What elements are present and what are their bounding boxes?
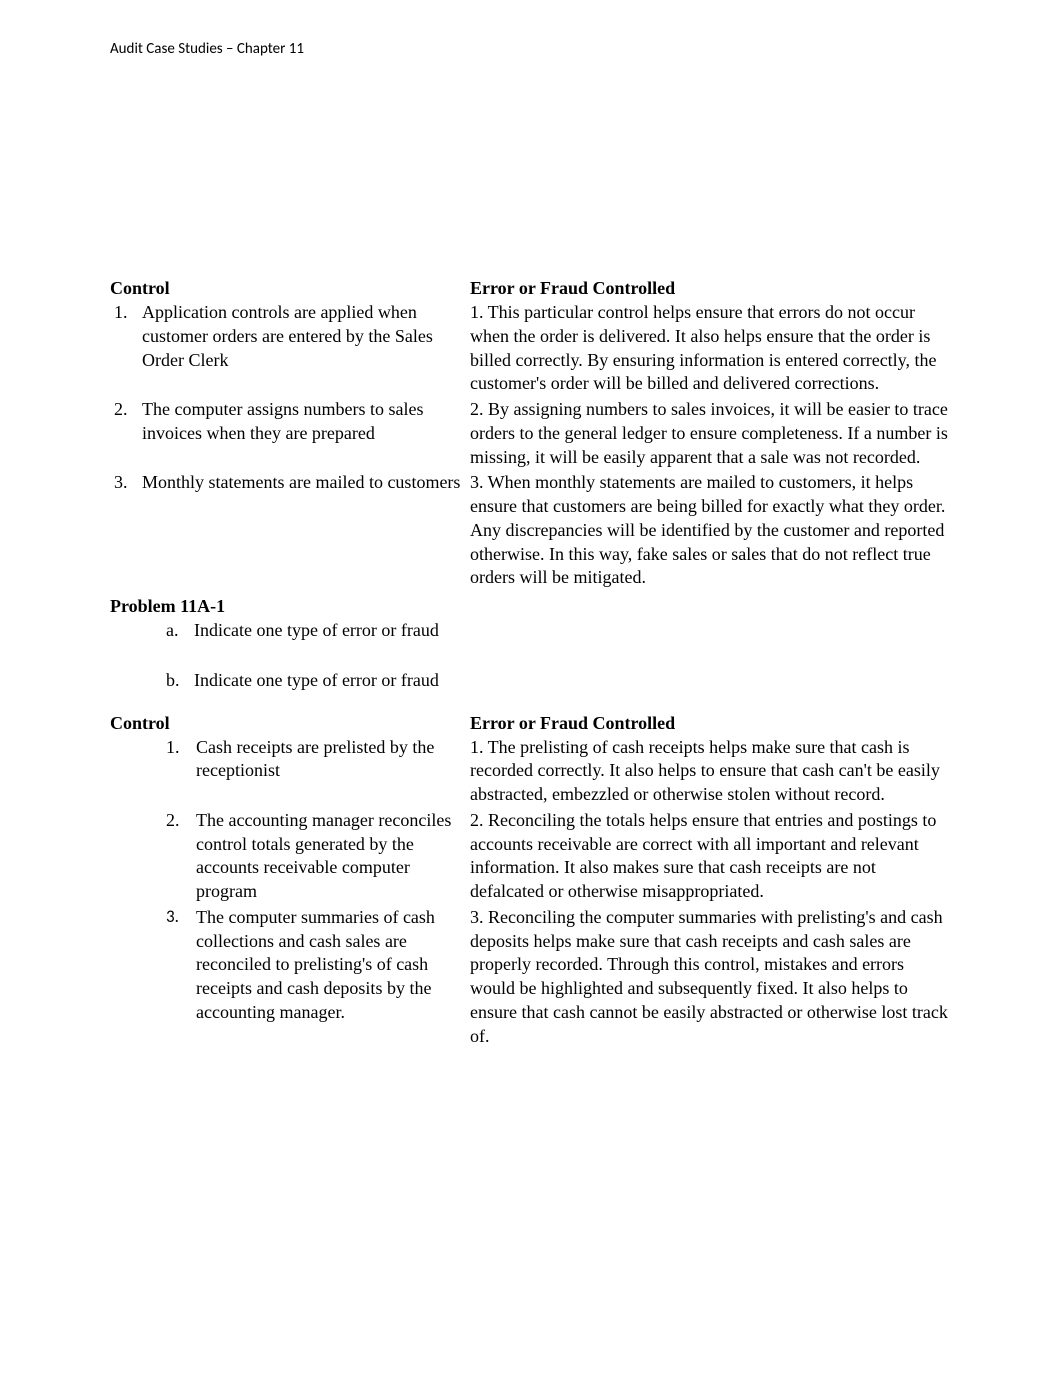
error-text: 1. This particular control helps ensure …: [470, 301, 952, 396]
table-row: 2. The accounting manager reconciles con…: [110, 809, 952, 904]
sub-item-a: a. Indicate one type of error or fraud: [166, 619, 952, 643]
list-item: 1. Cash receipts are prelisted by the re…: [110, 736, 462, 784]
problem-heading: Problem 11A-1: [110, 596, 952, 617]
sub-text: Indicate one type of error or fraud: [194, 669, 439, 693]
table2-header-control: Control: [110, 713, 470, 734]
error-text: 1. The prelisting of cash receipts helps…: [470, 736, 952, 807]
table1-header-control: Control: [110, 278, 470, 299]
list-item: 3. The computer summaries of cash collec…: [110, 906, 462, 1025]
list-item: 2. The accounting manager reconciles con…: [110, 809, 462, 904]
error-text: 2. Reconciling the totals helps ensure t…: [470, 809, 952, 904]
list-number: 3.: [166, 906, 196, 1025]
control-text: Application controls are applied when cu…: [142, 301, 462, 372]
document-page: Audit Case Studies – Chapter 11 Control …: [0, 0, 1062, 1110]
sub-item-b: b. Indicate one type of error or fraud: [166, 669, 952, 693]
control-text: The accounting manager reconciles contro…: [196, 809, 462, 904]
table-row: 1. Cash receipts are prelisted by the re…: [110, 736, 952, 807]
table-row: 3. The computer summaries of cash collec…: [110, 906, 952, 1049]
table1-header-row: Control Error or Fraud Controlled: [110, 278, 952, 299]
error-text: 2. By assigning numbers to sales invoice…: [470, 398, 952, 469]
sub-text: Indicate one type of error or fraud: [194, 619, 439, 643]
sub-letter: a.: [166, 619, 194, 643]
header-text: Audit Case Studies – Chapter 11: [110, 40, 304, 58]
table-row: 1. Application controls are applied when…: [110, 301, 952, 396]
list-number: 2.: [166, 809, 196, 904]
page-header: Audit Case Studies – Chapter 11: [110, 40, 952, 58]
sub-letter: b.: [166, 669, 194, 693]
list-item: 3. Monthly statements are mailed to cust…: [110, 471, 462, 495]
list-number: 3.: [110, 471, 142, 495]
list-number: 1.: [110, 301, 142, 372]
control-text: Cash receipts are prelisted by the recep…: [196, 736, 462, 784]
error-text: 3. When monthly statements are mailed to…: [470, 471, 952, 590]
list-item: 1. Application controls are applied when…: [110, 301, 462, 372]
control-text: Monthly statements are mailed to custome…: [142, 471, 462, 495]
table-row: 3. Monthly statements are mailed to cust…: [110, 471, 952, 590]
table-row: 2. The computer assigns numbers to sales…: [110, 398, 952, 469]
table2-header-row: Control Error or Fraud Controlled: [110, 713, 952, 734]
table1-header-error: Error or Fraud Controlled: [470, 278, 952, 299]
error-text: 3. Reconciling the computer summaries wi…: [470, 906, 952, 1049]
table2-header-error: Error or Fraud Controlled: [470, 713, 952, 734]
list-number: 1.: [166, 736, 196, 784]
control-text: The computer summaries of cash collectio…: [196, 906, 462, 1025]
control-text: The computer assigns numbers to sales in…: [142, 398, 462, 446]
list-item: 2. The computer assigns numbers to sales…: [110, 398, 462, 446]
list-number: 2.: [110, 398, 142, 446]
